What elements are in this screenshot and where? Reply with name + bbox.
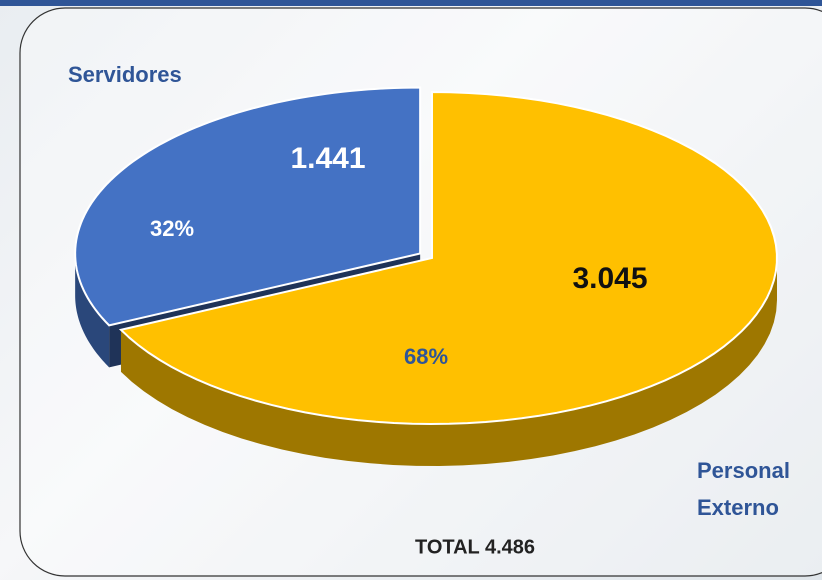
data-label: 32% bbox=[150, 216, 194, 241]
category-label: Servidores bbox=[68, 62, 182, 87]
total-label: TOTAL 4.486 bbox=[415, 536, 535, 558]
data-label: 3.045 bbox=[572, 262, 647, 295]
data-label: 1.441 bbox=[290, 142, 365, 175]
slice-side bbox=[120, 258, 778, 466]
slice bbox=[118, 90, 778, 425]
category-label: Personal Externo bbox=[697, 458, 790, 520]
pie bbox=[74, 86, 778, 466]
top-band bbox=[0, 0, 822, 6]
data-label: 68% bbox=[404, 344, 448, 369]
labels: 1.441 32% 3.045 68% TOTAL 4.486 bbox=[150, 142, 648, 558]
slice-side bbox=[75, 253, 110, 368]
slice bbox=[74, 86, 422, 327]
